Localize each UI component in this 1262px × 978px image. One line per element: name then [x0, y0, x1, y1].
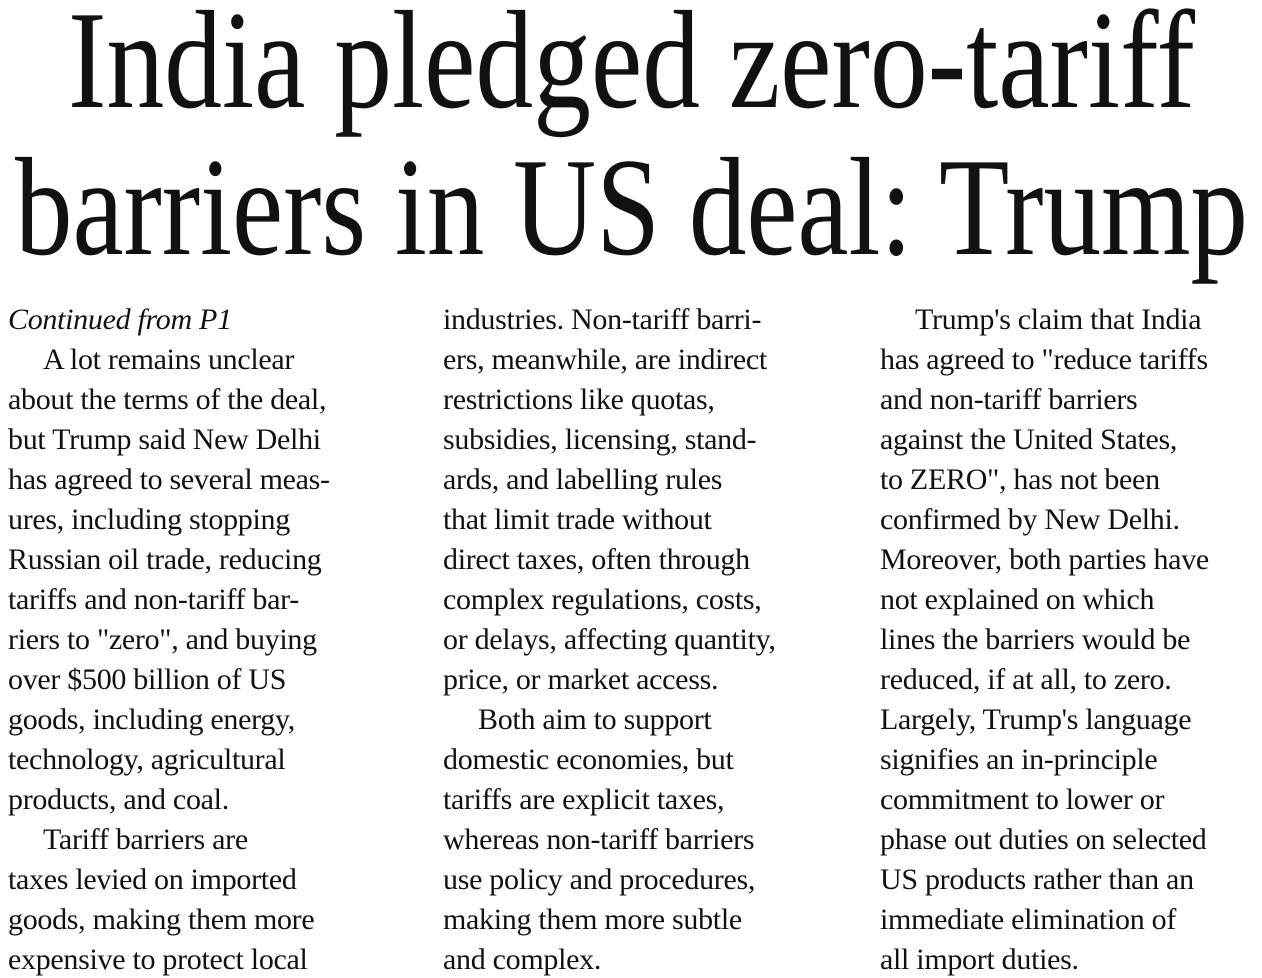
body-line: immediate elimination of	[880, 903, 1177, 936]
headline: India pledged zero-tariff barriers in US…	[15, 0, 1248, 285]
body-line: or delays, affecting quantity,	[443, 623, 776, 656]
body-line: not explained on which	[880, 583, 1155, 616]
body-line: has agreed to several meas-	[8, 463, 330, 496]
body-line: making them more subtle	[443, 903, 742, 936]
body-line: taxes levied on imported	[8, 863, 297, 896]
body-line: commitment to lower or	[880, 783, 1165, 816]
body-line: industries. Non-tariff barri-	[443, 303, 762, 336]
body-line: use policy and procedures,	[443, 863, 756, 896]
body-line: Russian oil trade, reducing	[8, 543, 322, 576]
headline-line: India pledged zero-tariff	[68, 0, 1195, 138]
body-line: has agreed to "reduce tariffs	[880, 343, 1208, 376]
body-line: expensive to protect local	[8, 943, 308, 976]
body-line: and non-tariff barriers	[880, 383, 1138, 416]
body-line: complex regulations, costs,	[443, 583, 762, 616]
body-line: tariffs are explicit taxes,	[443, 783, 725, 816]
body-line: whereas non-tariff barriers	[443, 823, 755, 856]
body-line: ures, including stopping	[8, 503, 290, 536]
body-line: subsidies, licensing, stand-	[443, 423, 757, 456]
body-line: A lot remains unclear	[43, 343, 295, 376]
body-line: goods, making them more	[8, 903, 315, 936]
body-line: phase out duties on selected	[880, 823, 1207, 856]
body-line: Trump's claim that India	[915, 303, 1202, 336]
body-line: Largely, Trump's language	[880, 703, 1192, 736]
body-line: goods, including energy,	[8, 703, 295, 736]
body-line: domestic economies, but	[443, 743, 734, 776]
continuation-note: Continued from P1	[8, 303, 232, 336]
body-line: technology, agricultural	[8, 743, 286, 776]
body-line: price, or market access.	[443, 663, 719, 696]
body-line: ers, meanwhile, are indirect	[443, 343, 767, 376]
body-line: but Trump said New Delhi	[8, 423, 321, 456]
body-line: Both aim to support	[478, 703, 712, 736]
body-line: to ZERO", has not been	[880, 463, 1160, 496]
body-line: all import duties.	[880, 943, 1079, 976]
body-line: tariffs and non-tariff bar-	[8, 583, 299, 616]
body-line: Tariff barriers are	[43, 823, 248, 856]
headline-line: barriers in US deal: Trump	[15, 130, 1248, 285]
body-line: signifies an in-principle	[880, 743, 1158, 776]
body-line: restrictions like quotas,	[443, 383, 715, 416]
body-line: riers to "zero", and buying	[8, 623, 317, 656]
body-line: US products rather than an	[880, 863, 1194, 896]
body-line: about the terms of the deal,	[8, 383, 327, 416]
body-line: products, and coal.	[8, 783, 229, 816]
body-line: and complex.	[443, 943, 602, 976]
body-line: over $500 billion of US	[8, 663, 287, 696]
body-line: against the United States,	[880, 423, 1178, 456]
body-line: ards, and labelling rules	[443, 463, 723, 496]
body-line: Moreover, both parties have	[880, 543, 1209, 576]
body-line: lines the barriers would be	[880, 623, 1191, 656]
body-line: confirmed by New Delhi.	[880, 503, 1180, 536]
body-line: reduced, if at all, to zero.	[880, 663, 1172, 696]
body-line: direct taxes, often through	[443, 543, 750, 576]
body-line: that limit trade without	[443, 503, 712, 536]
